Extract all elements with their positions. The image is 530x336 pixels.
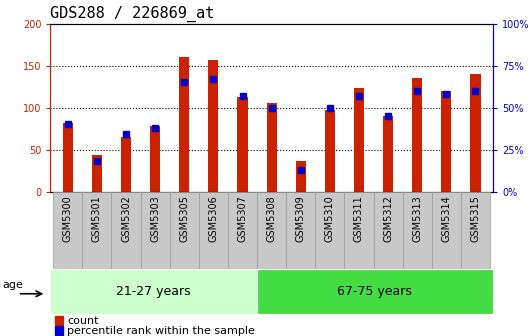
Bar	[63, 123, 73, 192]
Bar	[55, 326, 63, 335]
Bar	[296, 161, 306, 192]
Bar	[257, 192, 286, 269]
Bar	[55, 317, 63, 325]
Bar	[170, 192, 199, 269]
Bar	[403, 192, 432, 269]
Bar	[208, 60, 218, 192]
Bar	[53, 192, 82, 269]
Text: GSM5303: GSM5303	[150, 195, 160, 242]
Bar	[111, 192, 140, 269]
Bar	[383, 116, 393, 192]
Bar	[267, 103, 277, 192]
Bar	[121, 137, 131, 192]
Text: GSM5302: GSM5302	[121, 195, 131, 242]
Bar	[374, 192, 403, 269]
Text: count: count	[67, 316, 99, 326]
Text: GSM5306: GSM5306	[208, 195, 218, 242]
Bar	[354, 88, 364, 192]
Bar	[432, 192, 461, 269]
Text: GSM5310: GSM5310	[325, 195, 335, 242]
Bar	[237, 97, 248, 192]
Text: GSM5305: GSM5305	[179, 195, 189, 242]
Bar	[286, 192, 315, 269]
Text: GSM5300: GSM5300	[63, 195, 73, 242]
Text: GSM5312: GSM5312	[383, 195, 393, 242]
Text: GDS288 / 226869_at: GDS288 / 226869_at	[50, 6, 215, 22]
Bar	[461, 192, 490, 269]
Text: 67-75 years: 67-75 years	[338, 285, 412, 298]
Bar	[412, 78, 422, 192]
Bar	[82, 192, 111, 269]
Bar	[325, 110, 335, 192]
Bar	[228, 192, 257, 269]
Bar	[257, 269, 493, 314]
Bar	[50, 269, 257, 314]
Bar	[315, 192, 344, 269]
Bar	[470, 74, 481, 192]
Bar	[199, 192, 228, 269]
Text: GSM5309: GSM5309	[296, 195, 306, 242]
Text: GSM5315: GSM5315	[471, 195, 480, 242]
Text: GSM5314: GSM5314	[441, 195, 452, 242]
Bar	[179, 57, 189, 192]
Bar	[344, 192, 374, 269]
Bar	[441, 91, 452, 192]
Bar	[150, 126, 160, 192]
Text: 21-27 years: 21-27 years	[116, 285, 191, 298]
Text: GSM5313: GSM5313	[412, 195, 422, 242]
Text: GSM5311: GSM5311	[354, 195, 364, 242]
Bar	[92, 156, 102, 192]
Text: GSM5308: GSM5308	[267, 195, 277, 242]
Text: GSM5307: GSM5307	[237, 195, 248, 242]
Text: GSM5301: GSM5301	[92, 195, 102, 242]
Text: age: age	[3, 280, 23, 290]
Text: percentile rank within the sample: percentile rank within the sample	[67, 326, 255, 336]
Bar	[140, 192, 170, 269]
